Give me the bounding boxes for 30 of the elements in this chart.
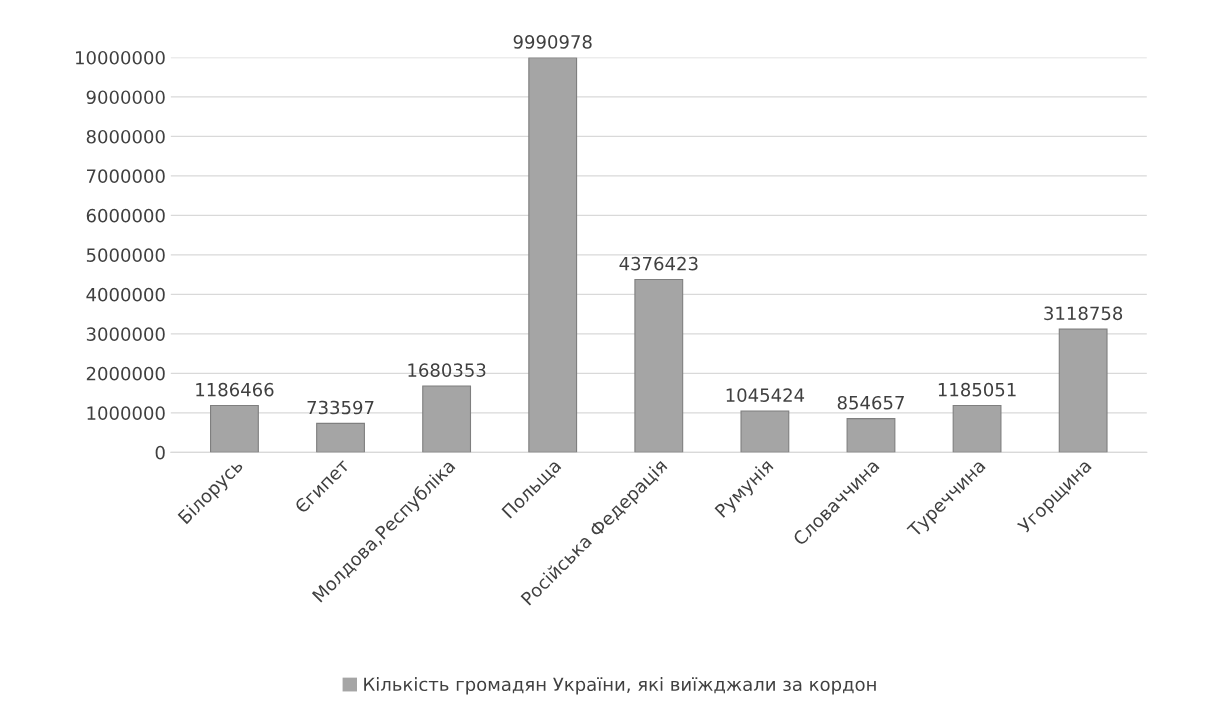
bar — [316, 422, 365, 453]
data-label: 1185051 — [938, 382, 1016, 397]
data-label: 9990978 — [513, 35, 592, 49]
data-label: 1680353 — [408, 363, 486, 377]
y-tick-label: 9000000 — [86, 90, 165, 105]
y-tick-label: 1000000 — [87, 406, 165, 420]
data-label: 733597 — [307, 400, 374, 415]
y-tick-label: 2000000 — [86, 366, 165, 381]
bar — [740, 410, 790, 453]
y-tick-label: 10000000 — [76, 50, 165, 65]
bar — [634, 278, 684, 453]
bar — [952, 404, 1002, 453]
y-tick-label: 4000000 — [86, 287, 165, 302]
y-tick-label: 7000000 — [87, 169, 165, 184]
bar — [528, 57, 578, 453]
y-tick-label: 3000000 — [86, 327, 165, 341]
y-tick-label: 5000000 — [86, 248, 165, 263]
y-tick-label: 8000000 — [86, 129, 165, 144]
bar — [422, 385, 472, 453]
data-label: 3118758 — [1044, 306, 1123, 321]
bar — [1058, 328, 1108, 453]
bar — [210, 404, 259, 453]
data-label: 1045424 — [726, 388, 805, 402]
y-tick-label: 0 — [155, 445, 165, 460]
y-tick-label: 6000000 — [86, 208, 165, 223]
data-label: 4376423 — [619, 256, 698, 271]
data-label: 1186466 — [196, 382, 274, 397]
data-label: 854657 — [837, 395, 904, 410]
bar — [846, 418, 896, 453]
legend-label: Кількість громадян України, які виїжджали за кордон — [364, 677, 876, 695]
